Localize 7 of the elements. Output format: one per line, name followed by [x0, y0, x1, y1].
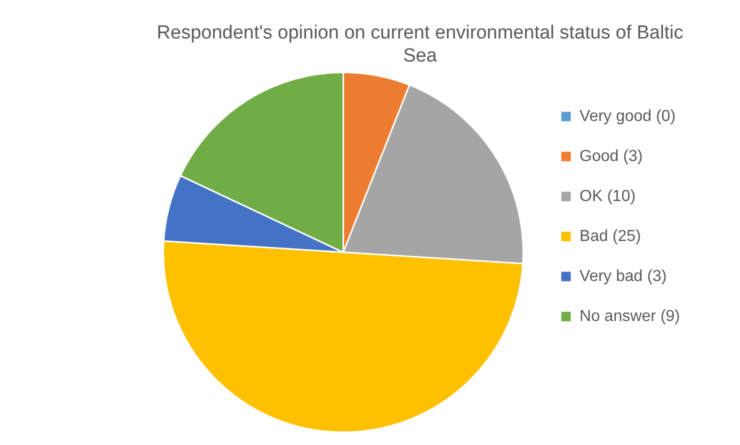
legend-label: Very good (0)	[580, 108, 676, 125]
legend-label: Good (3)	[580, 148, 643, 165]
legend-label: Very bad (3)	[580, 268, 667, 285]
legend-label: No answer (9)	[580, 308, 680, 325]
legend-label: OK (10)	[580, 188, 636, 205]
chart-title: Respondent's opinion on current environmental status of Baltic Sea	[156, 22, 684, 66]
legend-label: Bad (25)	[580, 228, 641, 245]
